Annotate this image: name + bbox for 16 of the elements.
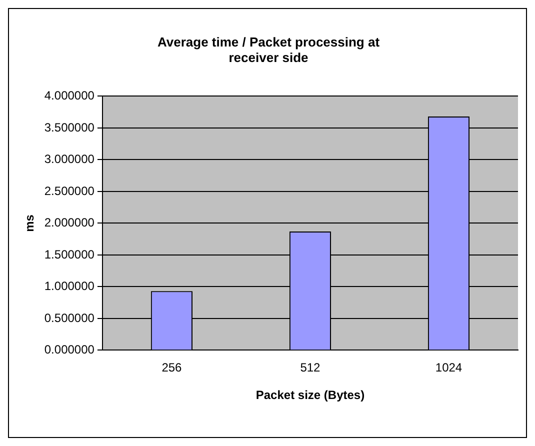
y-axis-title: ms	[22, 214, 37, 232]
y-tick-label: 3.000000	[44, 152, 95, 166]
x-axis-title: Packet size (Bytes)	[256, 388, 365, 402]
y-tick-label: 4.000000	[44, 88, 95, 103]
x-tick-label: 256	[162, 360, 182, 375]
text: Average time / Packet processing at	[157, 34, 380, 50]
y-tick-label: 2.000000	[44, 216, 95, 230]
y-tick-label: 0.500000	[44, 310, 95, 325]
y-tick-label: 1.000000	[44, 279, 95, 294]
y-tick-label: 1.500000	[44, 247, 95, 262]
y-tick-label: 3.500000	[44, 120, 95, 134]
x-tick-label: 512	[300, 360, 321, 375]
y-tick-label: 0.000000	[44, 342, 95, 357]
text: receiver side	[228, 50, 308, 65]
y-tick-label: 2.500000	[44, 184, 95, 198]
x-tick-label: 1024	[435, 360, 462, 375]
